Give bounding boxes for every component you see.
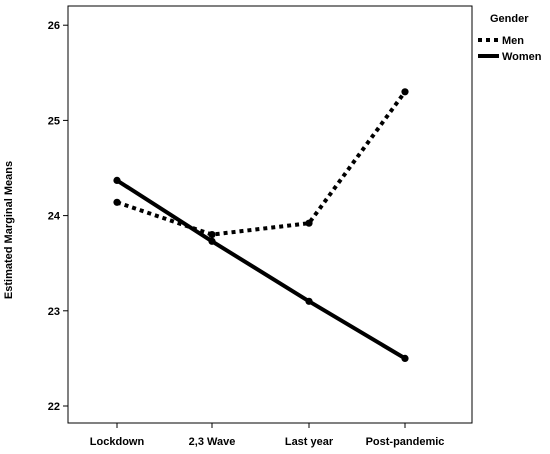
y-tick-label: 25 — [48, 115, 60, 127]
data-point-men — [305, 219, 313, 227]
series-layer — [113, 88, 409, 362]
series-line-men — [116, 90, 407, 237]
x-axis-ticks: Lockdown 2,3 Wave Last year Post-pandemic — [90, 423, 445, 448]
x-tick-label: Lockdown — [90, 436, 145, 448]
y-tick-label: 22 — [48, 401, 60, 413]
data-point-women — [208, 237, 216, 245]
x-tick-label: 2,3 Wave — [189, 436, 236, 448]
y-axis-ticks: 22 23 24 25 26 — [48, 20, 68, 413]
x-tick-label: Last year — [285, 436, 334, 448]
legend-label-men: Men — [502, 35, 524, 47]
legend-label-women: Women — [502, 51, 542, 63]
y-tick-label: 26 — [48, 20, 60, 32]
y-tick-label: 24 — [48, 211, 61, 223]
data-point-women — [401, 354, 409, 362]
legend: Gender Men Women — [478, 13, 542, 63]
data-point-men — [401, 88, 409, 96]
data-point-men — [208, 231, 216, 239]
legend-title: Gender — [490, 13, 529, 25]
data-point-women — [113, 176, 121, 184]
series-line-women — [115, 178, 407, 361]
plot-area-frame — [67, 5, 473, 424]
data-point-men — [113, 198, 121, 206]
y-axis-title: Estimated Marginal Means — [3, 161, 15, 299]
x-tick-label: Post-pandemic — [366, 436, 445, 448]
y-tick-label: 23 — [48, 306, 60, 318]
data-point-women — [305, 297, 313, 305]
